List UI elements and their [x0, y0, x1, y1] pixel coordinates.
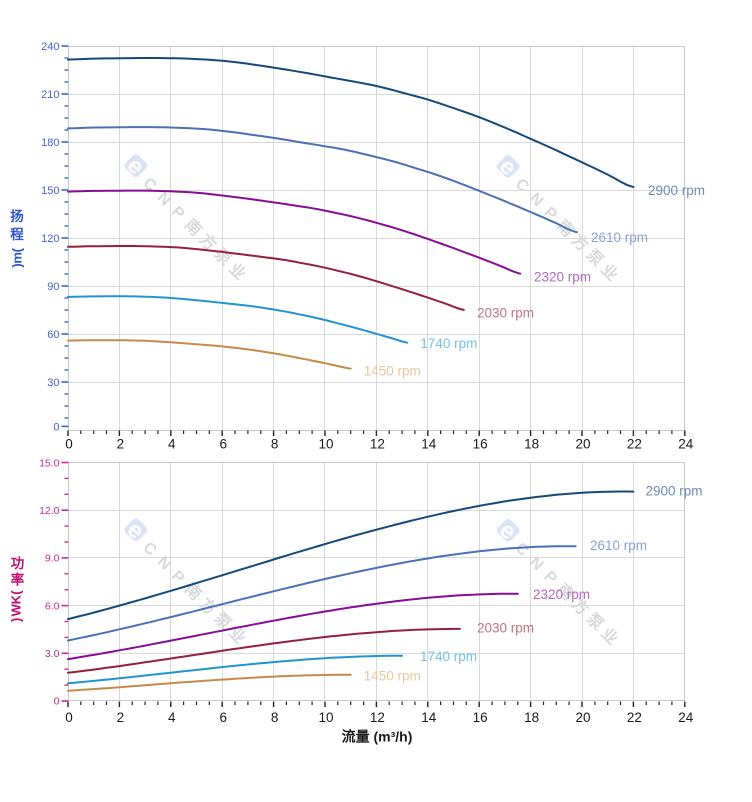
svg-text:4: 4: [168, 437, 176, 452]
svg-text:0: 0: [65, 437, 73, 452]
svg-text:120: 120: [41, 233, 59, 245]
svg-text:(: (: [10, 247, 25, 252]
svg-text:1740 rpm: 1740 rpm: [420, 336, 477, 351]
svg-text:8: 8: [271, 437, 279, 452]
svg-text:9.0: 9.0: [45, 553, 60, 565]
svg-text:2: 2: [117, 437, 125, 452]
svg-text:6: 6: [219, 710, 227, 725]
svg-text:2030 rpm: 2030 rpm: [477, 621, 534, 636]
svg-text:24: 24: [678, 710, 694, 725]
svg-text:4: 4: [168, 710, 176, 725]
svg-text:2610 rpm: 2610 rpm: [591, 230, 648, 245]
svg-text:10: 10: [318, 437, 333, 452]
svg-text:12.0: 12.0: [39, 505, 60, 517]
svg-text:16: 16: [473, 710, 488, 725]
svg-text:90: 90: [47, 281, 59, 293]
svg-text:1450 rpm: 1450 rpm: [364, 364, 421, 379]
svg-text:流量 (m³/h): 流量 (m³/h): [342, 729, 413, 745]
svg-text:30: 30: [47, 377, 59, 389]
svg-text:1740 rpm: 1740 rpm: [420, 649, 477, 664]
svg-text:2: 2: [117, 710, 125, 725]
svg-text:0: 0: [65, 710, 73, 725]
svg-text:14: 14: [421, 437, 437, 452]
svg-text:20: 20: [575, 437, 590, 452]
svg-text:2030 rpm: 2030 rpm: [477, 306, 534, 321]
svg-text:16: 16: [473, 437, 488, 452]
svg-text:60: 60: [47, 329, 59, 341]
svg-text:功: 功: [11, 556, 25, 571]
svg-text:12: 12: [370, 437, 385, 452]
svg-text:0: 0: [53, 422, 59, 434]
svg-text:22: 22: [627, 710, 642, 725]
svg-text:2610 rpm: 2610 rpm: [590, 538, 647, 553]
svg-text:24: 24: [678, 437, 694, 452]
svg-text:(: (: [8, 590, 23, 595]
svg-text:2900 rpm: 2900 rpm: [646, 483, 703, 498]
svg-text:10: 10: [318, 710, 333, 725]
svg-text:15.0: 15.0: [39, 457, 60, 469]
svg-text:8: 8: [271, 710, 279, 725]
svg-text:18: 18: [524, 710, 539, 725]
svg-text:150: 150: [41, 185, 59, 197]
svg-text:3.0: 3.0: [45, 648, 60, 660]
svg-text:K: K: [8, 594, 23, 604]
svg-text:14: 14: [421, 710, 437, 725]
svg-text:2320 rpm: 2320 rpm: [534, 270, 591, 285]
svg-text:W: W: [8, 603, 23, 616]
svg-text:): ): [10, 263, 25, 267]
svg-text:1450 rpm: 1450 rpm: [364, 668, 421, 683]
svg-text:240: 240: [41, 41, 59, 53]
svg-text:m: m: [10, 252, 25, 264]
svg-text:2900 rpm: 2900 rpm: [648, 183, 705, 198]
svg-text:22: 22: [627, 437, 642, 452]
svg-text:): ): [8, 618, 23, 622]
svg-text:210: 210: [41, 89, 59, 101]
svg-text:180: 180: [41, 137, 59, 149]
svg-text:20: 20: [575, 710, 590, 725]
svg-text:程: 程: [10, 227, 24, 242]
svg-text:12: 12: [370, 710, 385, 725]
svg-text:6.0: 6.0: [45, 600, 60, 612]
svg-text:2320 rpm: 2320 rpm: [533, 587, 590, 602]
svg-text:率: 率: [11, 572, 25, 588]
svg-text:0: 0: [54, 696, 60, 708]
svg-text:扬: 扬: [10, 208, 24, 224]
svg-text:18: 18: [524, 437, 539, 452]
svg-text:6: 6: [219, 437, 227, 452]
